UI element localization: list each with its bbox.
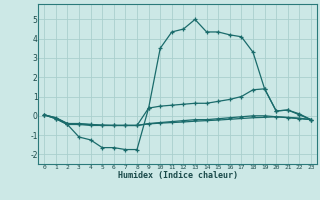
- X-axis label: Humidex (Indice chaleur): Humidex (Indice chaleur): [118, 171, 238, 180]
